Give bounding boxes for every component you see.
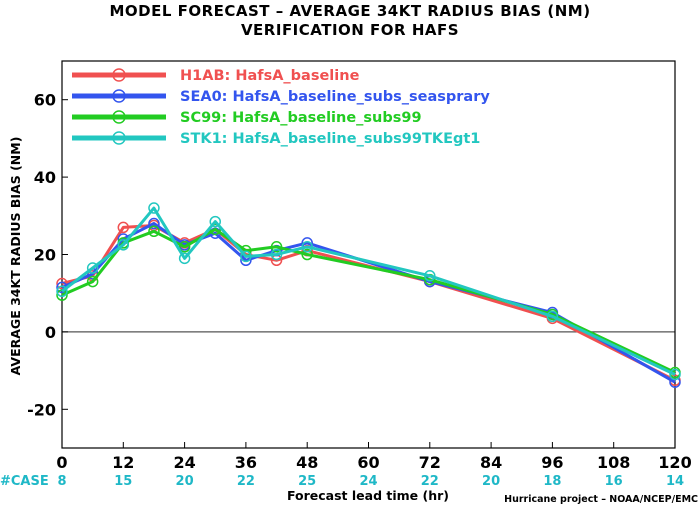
x-axis-label: Forecast lead time (hr) — [287, 488, 449, 503]
series-3 — [56, 223, 681, 379]
data-point — [56, 285, 68, 298]
credit-text: Hurricane project – NOAA/NCEP/EMC — [504, 494, 698, 505]
data-point — [86, 262, 99, 274]
x-tick-label: 48 — [296, 453, 318, 472]
legend-label: H1AB: HafsA_baseline — [180, 68, 360, 84]
data-point — [148, 225, 160, 238]
chart-title-line2: VERIFICATION FOR HAFS — [241, 21, 459, 39]
case-count: 16 — [605, 474, 623, 489]
legend-label: SEA0: HafsA_baseline_subs_seasprary — [180, 89, 490, 105]
series-line — [61, 224, 676, 382]
data-point — [240, 250, 252, 263]
case-count: 20 — [176, 474, 194, 489]
data-point — [148, 202, 160, 214]
legend-marker — [112, 110, 126, 124]
x-tick-label: 108 — [597, 453, 630, 472]
y-axis-label: AVERAGE 34KT RADIUS BIAS (NM) — [8, 137, 23, 376]
series-1 — [56, 219, 681, 387]
data-point — [301, 241, 313, 253]
case-label: #CASE — [0, 474, 49, 489]
data-point — [424, 270, 436, 282]
legend-entry: STK1: HafsA_baseline_subs99TKEgt1 — [72, 131, 480, 147]
case-count: 22 — [421, 474, 439, 489]
case-count: 24 — [359, 474, 377, 489]
x-tick-label: 36 — [235, 453, 257, 472]
x-tick-label: 72 — [419, 453, 441, 472]
data-point — [117, 239, 130, 251]
x-tick-label: 0 — [56, 453, 67, 472]
data-point — [270, 248, 283, 261]
x-tick-label: 120 — [658, 453, 691, 472]
case-count: 18 — [543, 474, 561, 489]
y-tick-label: 40 — [34, 168, 56, 187]
case-count: 22 — [237, 474, 255, 489]
legend-label: SC99: HafsA_baseline_subs99 — [180, 110, 422, 126]
series-line — [61, 227, 676, 374]
data-point — [178, 252, 191, 265]
series-line — [61, 222, 676, 384]
case-count: 20 — [482, 474, 500, 489]
data-point — [117, 221, 130, 234]
y-tick-label: -20 — [27, 400, 56, 419]
data-point — [178, 241, 191, 253]
legend-entry: SC99: HafsA_baseline_subs99 — [72, 110, 422, 126]
x-tick-label: 84 — [480, 453, 502, 472]
legend-marker — [112, 89, 126, 103]
data-point — [86, 275, 99, 288]
case-count: 14 — [666, 474, 684, 489]
legend-entry: SEA0: HafsA_baseline_subs_seasprary — [72, 89, 490, 105]
series-4 — [56, 202, 681, 381]
x-tick-label: 24 — [173, 453, 195, 472]
case-count: 8 — [57, 474, 66, 489]
data-point — [56, 277, 68, 290]
x-tick-label: 12 — [112, 453, 134, 472]
legend-entry: H1AB: HafsA_baseline — [72, 68, 360, 84]
case-count: 25 — [298, 474, 316, 489]
y-tick-label: 20 — [34, 246, 56, 265]
y-tick-label: 0 — [45, 323, 56, 342]
x-tick-label: 60 — [357, 453, 379, 472]
data-point — [148, 217, 160, 230]
x-tick-label: 96 — [541, 453, 563, 472]
data-point — [546, 310, 559, 323]
legend-label: STK1: HafsA_baseline_subs99TKEgt1 — [180, 131, 480, 147]
chart-title-line1: MODEL FORECAST – AVERAGE 34KT RADIUS BIA… — [109, 2, 590, 20]
case-count: 15 — [114, 474, 132, 489]
data-point — [301, 248, 313, 261]
data-point — [669, 368, 681, 381]
data-point — [209, 215, 221, 228]
y-tick-label: 60 — [34, 91, 56, 110]
series-line — [61, 206, 676, 376]
legend-marker — [112, 131, 126, 145]
legend-marker — [112, 68, 126, 82]
series-2 — [56, 217, 681, 388]
data-point — [270, 241, 283, 253]
